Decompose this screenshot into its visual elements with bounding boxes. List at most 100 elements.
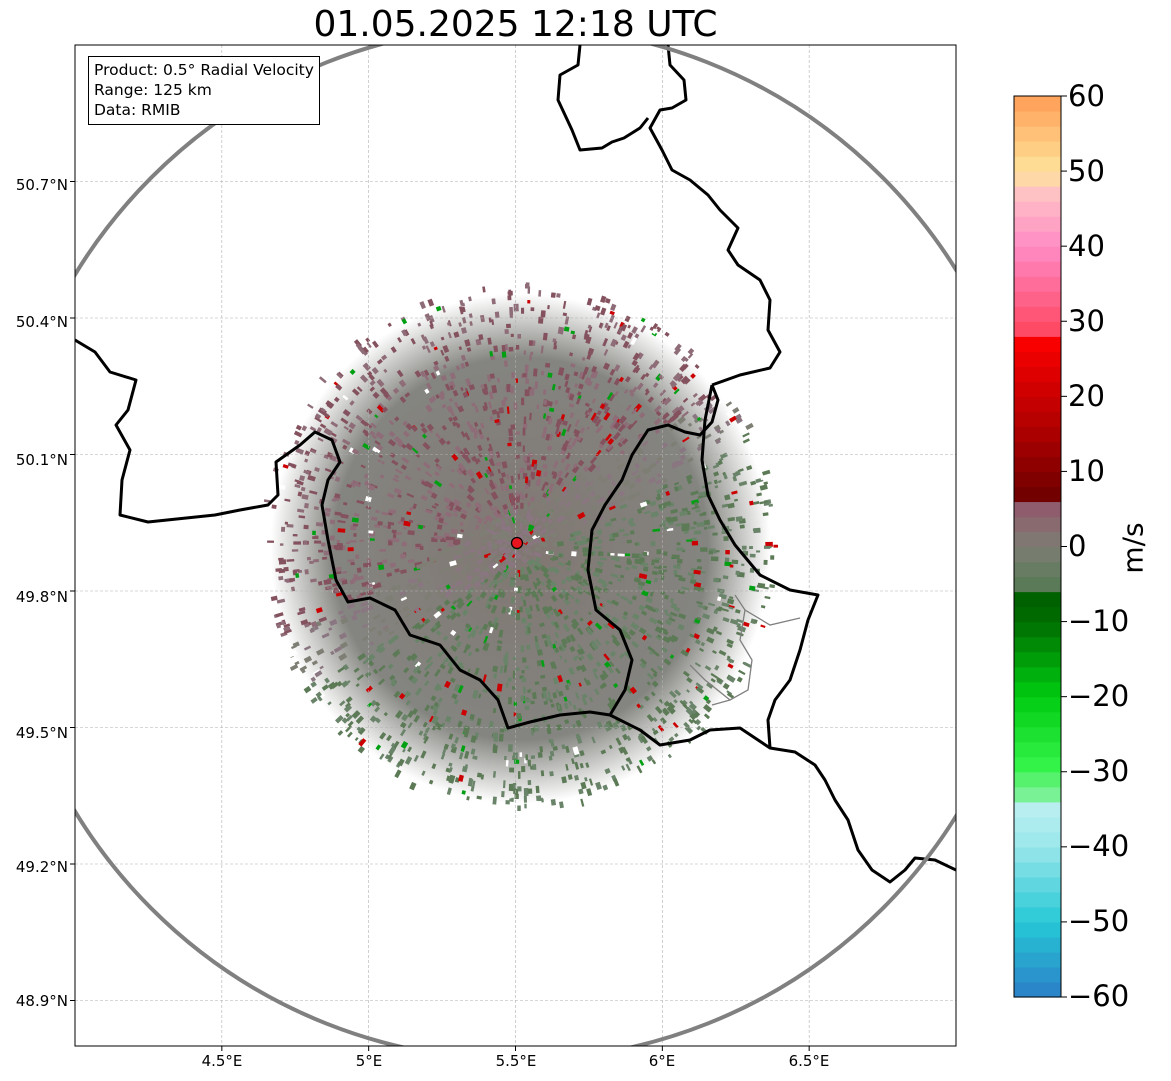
echo-pixel [443, 589, 453, 598]
echo-pixel [387, 752, 393, 760]
echo-pixel [345, 696, 353, 704]
echo-pixel [653, 566, 662, 570]
echo-pixel [532, 692, 537, 700]
colorbar-tick-50: 50 [1068, 154, 1105, 188]
echo-pixel [475, 471, 483, 480]
echo-pixel [703, 713, 711, 720]
echo-pixel [365, 671, 372, 677]
echo-pixel [454, 683, 461, 692]
echo-pixel [559, 499, 566, 506]
echo-pixel [707, 602, 716, 607]
echo-pixel [552, 677, 559, 685]
echo-pixel [692, 413, 699, 420]
echo-pixel [741, 563, 745, 566]
echo-pixel [750, 480, 757, 486]
echo-pixel [309, 426, 317, 432]
echo-pixel [291, 549, 299, 552]
echo-pixel [638, 411, 646, 419]
echo-pixel [501, 791, 505, 798]
echo-pixel [562, 312, 568, 317]
echo-pixel [659, 389, 667, 397]
echo-pixel [715, 630, 723, 636]
echo-pixel [658, 374, 665, 380]
echo-pixel [492, 708, 497, 714]
echo-pixel [483, 520, 488, 525]
echo-pixel [329, 519, 336, 525]
echo-pixel [657, 665, 663, 672]
echo-pixel [419, 545, 424, 551]
echo-pixel [458, 306, 464, 315]
echo-pixel [648, 364, 654, 370]
echo-pixel [424, 704, 431, 712]
radar-site-marker[interactable] [510, 536, 524, 550]
echo-pixel [579, 427, 585, 434]
echo-pixel [627, 423, 634, 431]
echo-pixel [611, 414, 620, 423]
echo-pixel [643, 695, 650, 701]
echo-pixel [633, 492, 641, 498]
echo-pixel [457, 405, 465, 413]
echo-pixel [628, 630, 635, 636]
echo-pixel [574, 761, 580, 770]
echo-pixel [298, 515, 306, 519]
echo-pixel [630, 523, 636, 527]
echo-pixel [400, 569, 407, 574]
echo-pixel [711, 649, 717, 655]
echo-pixel [757, 582, 766, 589]
echo-pixel [511, 516, 516, 524]
echo-pixel [507, 295, 512, 301]
colorbar-bin [1014, 696, 1061, 713]
echo-pixel [494, 517, 502, 525]
echo-pixel [460, 745, 466, 752]
echo-pixel [515, 378, 519, 383]
colorbar-bin [1014, 471, 1061, 488]
echo-pixel [592, 667, 598, 674]
echo-pixel [620, 334, 627, 342]
echo-pixel [394, 468, 403, 475]
echo-pixel [452, 415, 459, 422]
echo-pixel [457, 685, 464, 694]
echo-pixel [723, 536, 729, 542]
lat-label-49-5: 49.5°N [15, 724, 68, 742]
echo-pixel [582, 465, 590, 472]
echo-pixel [728, 606, 734, 610]
echo-pixel [471, 402, 476, 407]
echo-pixel [528, 386, 532, 390]
echo-pixel [430, 561, 435, 566]
echo-pixel [589, 456, 598, 465]
echo-pixel [616, 592, 621, 597]
echo-pixel [334, 476, 341, 483]
echo-pixel [498, 629, 504, 638]
echo-pixel [339, 641, 349, 649]
echo-pixel [389, 452, 396, 459]
echo-pixel [501, 351, 507, 358]
echo-pixel [724, 494, 731, 501]
echo-pixel [524, 484, 529, 490]
echo-pixel [611, 638, 621, 647]
echo-pixel [613, 778, 620, 787]
echo-pixel [489, 351, 494, 357]
echo-pixel [669, 611, 678, 617]
echo-pixel [306, 556, 311, 561]
echo-pixel [574, 430, 581, 438]
echo-pixel [717, 479, 722, 484]
echo-pixel [416, 669, 422, 675]
echo-pixel [742, 438, 750, 444]
echo-pixel [735, 516, 743, 522]
echo-pixel [696, 725, 702, 731]
echo-pixel [436, 551, 445, 555]
echo-pixel [508, 783, 514, 791]
echo-pixel [461, 509, 468, 515]
echo-pixel [370, 699, 377, 707]
echo-pixel [691, 537, 697, 542]
echo-pixel [540, 581, 546, 587]
echo-pixel [490, 604, 498, 614]
echo-pixel [315, 607, 323, 614]
product-info-box: Product: 0.5° Radial Velocity Range: 125… [88, 56, 320, 125]
echo-pixel [390, 585, 396, 591]
echo-pixel [547, 304, 550, 310]
echo-pixel [690, 574, 695, 580]
echo-pixel [558, 592, 565, 600]
echo-pixel [348, 428, 353, 434]
